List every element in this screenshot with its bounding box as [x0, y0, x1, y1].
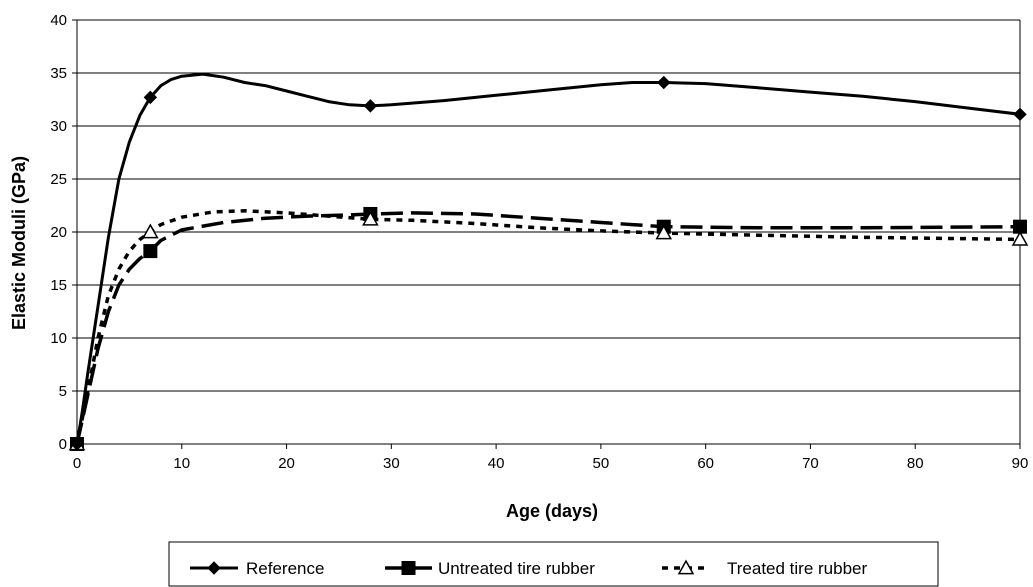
y-tick-label: 35 — [50, 65, 67, 82]
data-point-diamond — [657, 75, 671, 90]
y-tick-label: 5 — [59, 383, 67, 400]
grid-lines — [77, 19, 1020, 392]
y-tick-label: 15 — [50, 277, 67, 294]
data-point-diamond — [143, 90, 158, 105]
y-axis-title: Elastic Moduli (GPa) — [9, 156, 29, 330]
x-tick-label: 40 — [488, 455, 505, 472]
y-tick-label: 40 — [50, 12, 67, 29]
legend: Reference Untreated tire rubber Treated ti… — [168, 541, 939, 587]
x-tick-label: 10 — [173, 455, 190, 472]
series-line-triangle — [75, 209, 1021, 445]
data-point-triangle — [677, 559, 695, 575]
data-point-triangle — [362, 210, 379, 226]
series-group — [68, 72, 1029, 451]
data-point-square — [143, 244, 158, 259]
data-point-triangle — [1011, 230, 1029, 246]
x-tick-label: 50 — [593, 455, 610, 472]
y-tick-label: 10 — [50, 330, 67, 347]
series-line-square — [75, 211, 1021, 445]
x-tick-label: 80 — [907, 455, 924, 472]
data-point-diamond — [363, 99, 378, 113]
series-line-diamond — [75, 72, 1021, 445]
data-point-square — [401, 561, 416, 575]
x-tick-label: 60 — [697, 455, 714, 472]
x-axis-title: Age (days) — [506, 501, 598, 521]
legend-label: Reference — [246, 559, 324, 578]
x-tick-label: 20 — [278, 455, 295, 472]
legend-box — [168, 541, 939, 587]
data-point-square — [1013, 219, 1027, 234]
data-point-diamond — [207, 561, 221, 575]
y-tick-label: 30 — [50, 118, 67, 135]
data-point-triangle — [655, 224, 673, 240]
x-tick-label: 30 — [383, 455, 400, 472]
tick-labels: 0 5 10 15 20 25 30 35 40 0 10 20 30 40 50 60 70 80 90 — [50, 12, 1028, 472]
legend-label: Untreated tire rubber — [438, 559, 595, 578]
y-tick-label: 25 — [50, 171, 67, 188]
legend-label: Treated tire rubber — [727, 559, 867, 578]
x-tick-label: 70 — [802, 455, 819, 472]
axes — [72, 19, 1021, 449]
x-tick-label: 0 — [73, 455, 81, 472]
x-tick-label: 90 — [1012, 455, 1029, 472]
y-tick-label: 20 — [50, 224, 67, 241]
data-point-diamond — [1013, 107, 1027, 122]
y-tick-label: 0 — [59, 436, 67, 453]
data-point-diamond — [70, 437, 84, 451]
data-point-triangle — [142, 223, 159, 239]
legend-items: Reference Untreated tire rubber Treated ti… — [190, 559, 867, 578]
